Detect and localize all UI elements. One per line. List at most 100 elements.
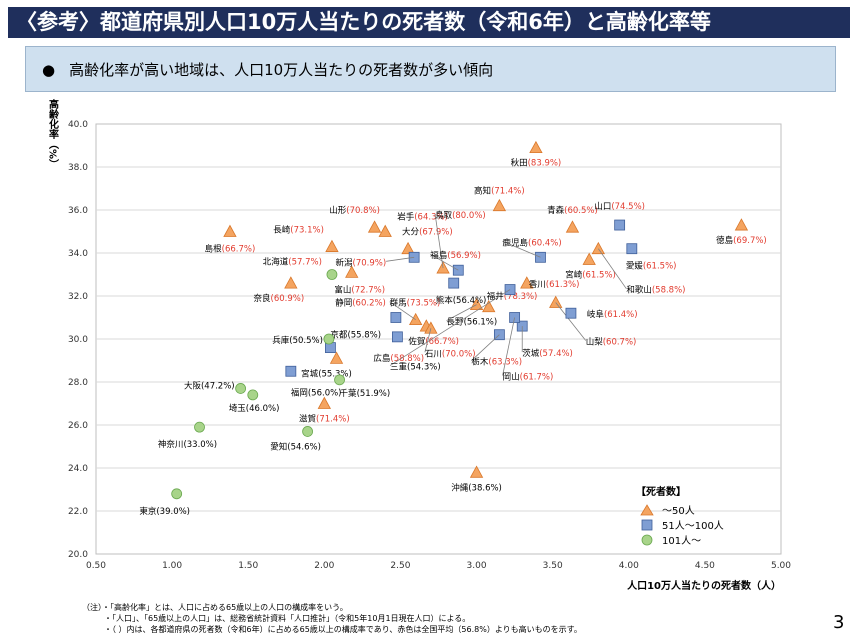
y-tick-label: 30.0 bbox=[68, 335, 88, 345]
circle-marker bbox=[171, 488, 183, 500]
point-label: 三重(54.3%) bbox=[390, 362, 441, 373]
y-tick-label: 34.0 bbox=[68, 249, 88, 259]
point-label: 大分(67.9%) bbox=[402, 227, 453, 238]
point-label: 香川(61.3%) bbox=[529, 279, 580, 290]
point-label: 神奈川(33.0%) bbox=[158, 439, 217, 450]
triangle-marker bbox=[469, 465, 484, 478]
triangle-marker bbox=[565, 220, 580, 233]
point-label: 和歌山(58.8%) bbox=[626, 285, 685, 296]
leader-line bbox=[424, 328, 432, 353]
chart-legend: 【死者数】 ～50人 51人～100人 101人～ bbox=[636, 483, 724, 547]
triangle-marker bbox=[401, 241, 415, 255]
point-label: 沖縄(38.6%) bbox=[451, 482, 502, 493]
point-label: 岩手(64.3%) bbox=[397, 212, 448, 223]
point-label: 愛知(54.6%) bbox=[270, 441, 321, 452]
leader-line bbox=[434, 213, 444, 269]
point-label: 岐阜(61.4%) bbox=[587, 309, 638, 320]
x-tick-label: 0.50 bbox=[86, 561, 106, 571]
y-tick-label: 26.0 bbox=[68, 421, 88, 431]
point-label: 島根(66.7%) bbox=[205, 244, 256, 255]
point-label: 鳥取(80.0%) bbox=[435, 210, 486, 221]
triangle-marker bbox=[223, 224, 237, 237]
point-label: 青森(60.5%) bbox=[547, 205, 598, 216]
x-tick-label: 1.50 bbox=[238, 561, 258, 571]
y-tick-label: 36.0 bbox=[68, 206, 88, 216]
triangle-marker bbox=[424, 321, 438, 334]
triangle-marker bbox=[378, 224, 392, 237]
point-label: 長野(56.1%) bbox=[447, 318, 498, 328]
leader-line bbox=[502, 317, 516, 376]
x-tick-label: 3.00 bbox=[467, 561, 487, 571]
point-label: 山形(70.8%) bbox=[329, 205, 380, 216]
point-label: 福岡(56.0%) bbox=[291, 387, 342, 398]
point-label: 兵庫(50.5%) bbox=[272, 335, 323, 346]
leader-line bbox=[389, 301, 416, 320]
page-number: 3 bbox=[833, 612, 845, 633]
bullet: ● bbox=[42, 61, 56, 79]
triangle-marker bbox=[367, 220, 382, 233]
y-tick-label: 24.0 bbox=[68, 464, 88, 474]
footnote: ・（ ）内は、各都道府県の死者数（令和6年）に占める65歳以上の構成率であり、赤… bbox=[104, 625, 582, 634]
circle-marker bbox=[334, 374, 345, 386]
triangle-marker bbox=[284, 276, 298, 289]
x-tick-label: 2.50 bbox=[390, 561, 410, 571]
page-title: 〈参考〉都道府県別人口10万人当たりの死者数（令和6年）と高齢化率等 bbox=[8, 7, 850, 38]
point-label: 群馬(73.5%) bbox=[390, 298, 441, 309]
leader-line bbox=[430, 253, 459, 271]
x-tick-label: 5.00 bbox=[771, 561, 791, 571]
point-label: 静岡(60.2%) bbox=[335, 298, 386, 309]
summary-text: 高齢化率が高い地域は、人口10万人当たりの死者数が多い傾向 bbox=[69, 61, 494, 79]
point-label: 新潟(70.9%) bbox=[335, 257, 386, 268]
y-tick-label: 32.0 bbox=[68, 292, 88, 302]
triangle-marker bbox=[582, 252, 596, 265]
triangle-marker bbox=[482, 299, 496, 313]
circle-marker-icon bbox=[641, 534, 653, 545]
summary-box: ● 高齢化率が高い地域は、人口10万人当たりの死者数が多い傾向 bbox=[25, 46, 836, 92]
x-axis-label: 人口10万人当たりの死者数（人） bbox=[627, 579, 781, 592]
legend-item-medium: 51人～100人 bbox=[636, 517, 724, 532]
point-label: 鹿児島(60.4%) bbox=[502, 237, 561, 248]
leader-line bbox=[446, 304, 477, 321]
square-marker bbox=[626, 243, 638, 255]
legend-item-small: ～50人 bbox=[636, 502, 724, 517]
triangle-marker bbox=[317, 396, 332, 409]
x-tick-label: 4.50 bbox=[695, 561, 715, 571]
square-marker bbox=[285, 365, 297, 377]
square-marker bbox=[390, 312, 402, 323]
point-label: 滋賀(71.4%) bbox=[299, 414, 350, 425]
triangle-marker bbox=[520, 276, 534, 289]
point-label: 北海道(57.7%) bbox=[263, 257, 322, 268]
triangle-marker bbox=[591, 241, 606, 255]
point-label: 埼玉(46.0%) bbox=[229, 403, 280, 414]
leader-line bbox=[389, 289, 511, 366]
point-label: 石川(70.0%) bbox=[425, 349, 476, 359]
point-label: 宮城(55.3%) bbox=[301, 368, 352, 379]
point-label: 京都(55.8%) bbox=[330, 330, 381, 341]
leader-line bbox=[386, 256, 415, 262]
point-label: 茨城(57.4%) bbox=[522, 348, 573, 359]
circle-marker bbox=[235, 383, 247, 394]
point-label: 熊本(56.4%) bbox=[436, 295, 487, 306]
triangle-marker bbox=[408, 312, 423, 326]
triangle-marker-icon bbox=[640, 503, 654, 515]
point-label: 大阪(47.2%) bbox=[184, 380, 235, 391]
circle-marker bbox=[302, 426, 313, 437]
legend-label: ～50人 bbox=[662, 506, 695, 517]
square-marker bbox=[565, 307, 577, 319]
point-label: 徳島(69.7%) bbox=[716, 235, 767, 246]
circle-marker bbox=[247, 389, 259, 401]
square-marker bbox=[614, 219, 626, 231]
footnote: （注）・「高齢化率」とは、人口に占める65歳以上の人口の構成率をいう。 bbox=[82, 603, 348, 612]
y-tick-label: 20.0 bbox=[68, 550, 88, 560]
point-label: 宮崎(61.5%) bbox=[565, 269, 616, 280]
y-tick-label: 28.0 bbox=[68, 378, 88, 388]
point-label: 富山(72.7%) bbox=[334, 284, 385, 295]
point-label: 愛媛(61.5%) bbox=[626, 261, 677, 272]
square-marker bbox=[448, 277, 460, 289]
x-tick-label: 4.00 bbox=[619, 561, 639, 571]
y-tick-label: 40.0 bbox=[68, 120, 88, 130]
circle-marker bbox=[326, 269, 338, 280]
point-label: 高知(71.4%) bbox=[474, 186, 525, 197]
circle-marker bbox=[194, 421, 205, 433]
